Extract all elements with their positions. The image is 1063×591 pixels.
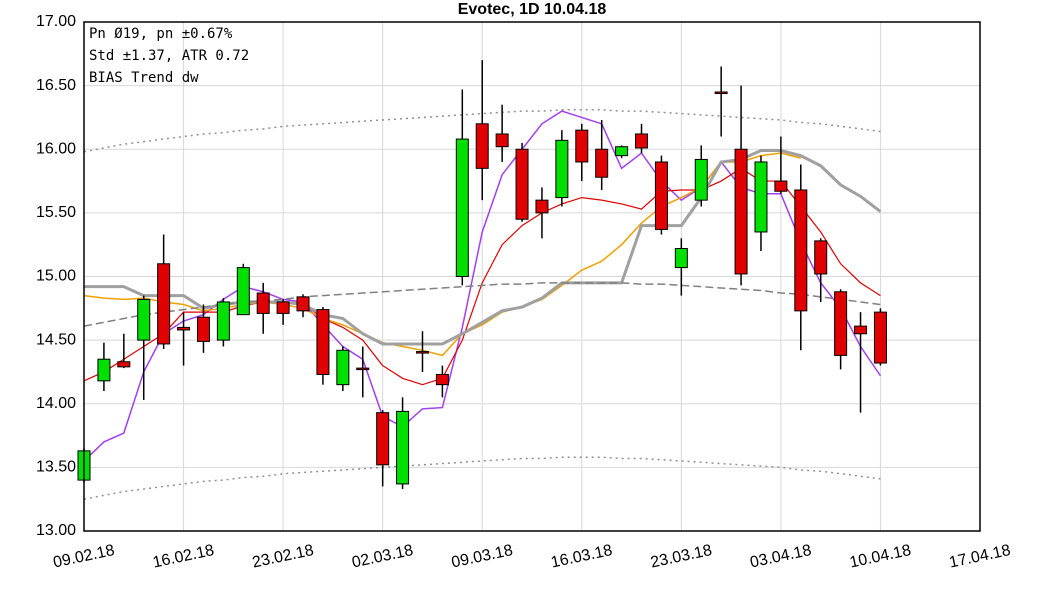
candle-body — [137, 298, 151, 341]
candle-body — [356, 367, 370, 371]
candle-body — [674, 248, 688, 269]
candle-body — [336, 349, 350, 386]
candle-body — [794, 189, 808, 312]
candle-body — [615, 146, 629, 157]
indicator-line — [83, 456, 881, 500]
candle-body — [236, 267, 250, 316]
candle-body — [455, 138, 469, 277]
y-tick-label: 14.50 — [36, 331, 76, 348]
y-tick-label: 15.00 — [36, 268, 76, 285]
candle-body — [296, 296, 310, 312]
indicator-line — [83, 167, 881, 386]
candle-body — [157, 263, 171, 345]
candle-body — [535, 199, 549, 214]
candle-body — [774, 180, 788, 192]
candle-body — [515, 148, 529, 220]
plot-frame — [83, 21, 981, 532]
candle-body — [635, 133, 649, 149]
candle-body — [256, 292, 270, 314]
candle-body — [376, 412, 390, 466]
y-tick-label: 13.00 — [36, 522, 76, 539]
candle-body — [595, 148, 609, 178]
candle-body — [216, 301, 230, 341]
candle-body — [714, 91, 728, 94]
indicator-line — [83, 282, 881, 327]
candle-body — [754, 161, 768, 233]
annotation: BIAS Trend dw — [89, 70, 199, 86]
indicator-line — [83, 109, 881, 153]
candle-body — [435, 373, 449, 386]
y-tick-label: 13.50 — [36, 459, 76, 476]
candle-body — [276, 301, 290, 314]
candle-body — [873, 311, 887, 364]
y-tick-label: 15.50 — [36, 204, 76, 221]
candle-body — [654, 161, 668, 230]
y-tick-label: 17.00 — [36, 13, 76, 30]
y-tick-label: 16.00 — [36, 140, 76, 157]
candle-body — [196, 316, 210, 342]
candle-body — [177, 326, 191, 331]
annotation: Pn Ø19, pn ±0.67% — [89, 26, 233, 42]
candle-body — [495, 133, 509, 148]
candle-body — [475, 123, 489, 169]
y-tick-label: 16.50 — [36, 77, 76, 94]
candle-body — [694, 158, 708, 201]
candle-body — [854, 325, 868, 335]
candle-body — [316, 309, 330, 375]
candle-body — [117, 361, 131, 368]
candle-body — [555, 139, 569, 199]
candle-body — [396, 410, 410, 485]
candle-body — [97, 358, 111, 382]
annotation: Std ±1.37, ATR 0.72 — [89, 48, 249, 64]
candle-body — [834, 291, 848, 356]
chart-title: Evotec, 1D 10.04.18 — [458, 1, 607, 18]
candle-body — [575, 129, 589, 163]
candle-body — [415, 351, 429, 354]
y-tick-label: 14.00 — [36, 395, 76, 412]
candle-body — [734, 148, 748, 275]
candle-body — [814, 240, 828, 275]
